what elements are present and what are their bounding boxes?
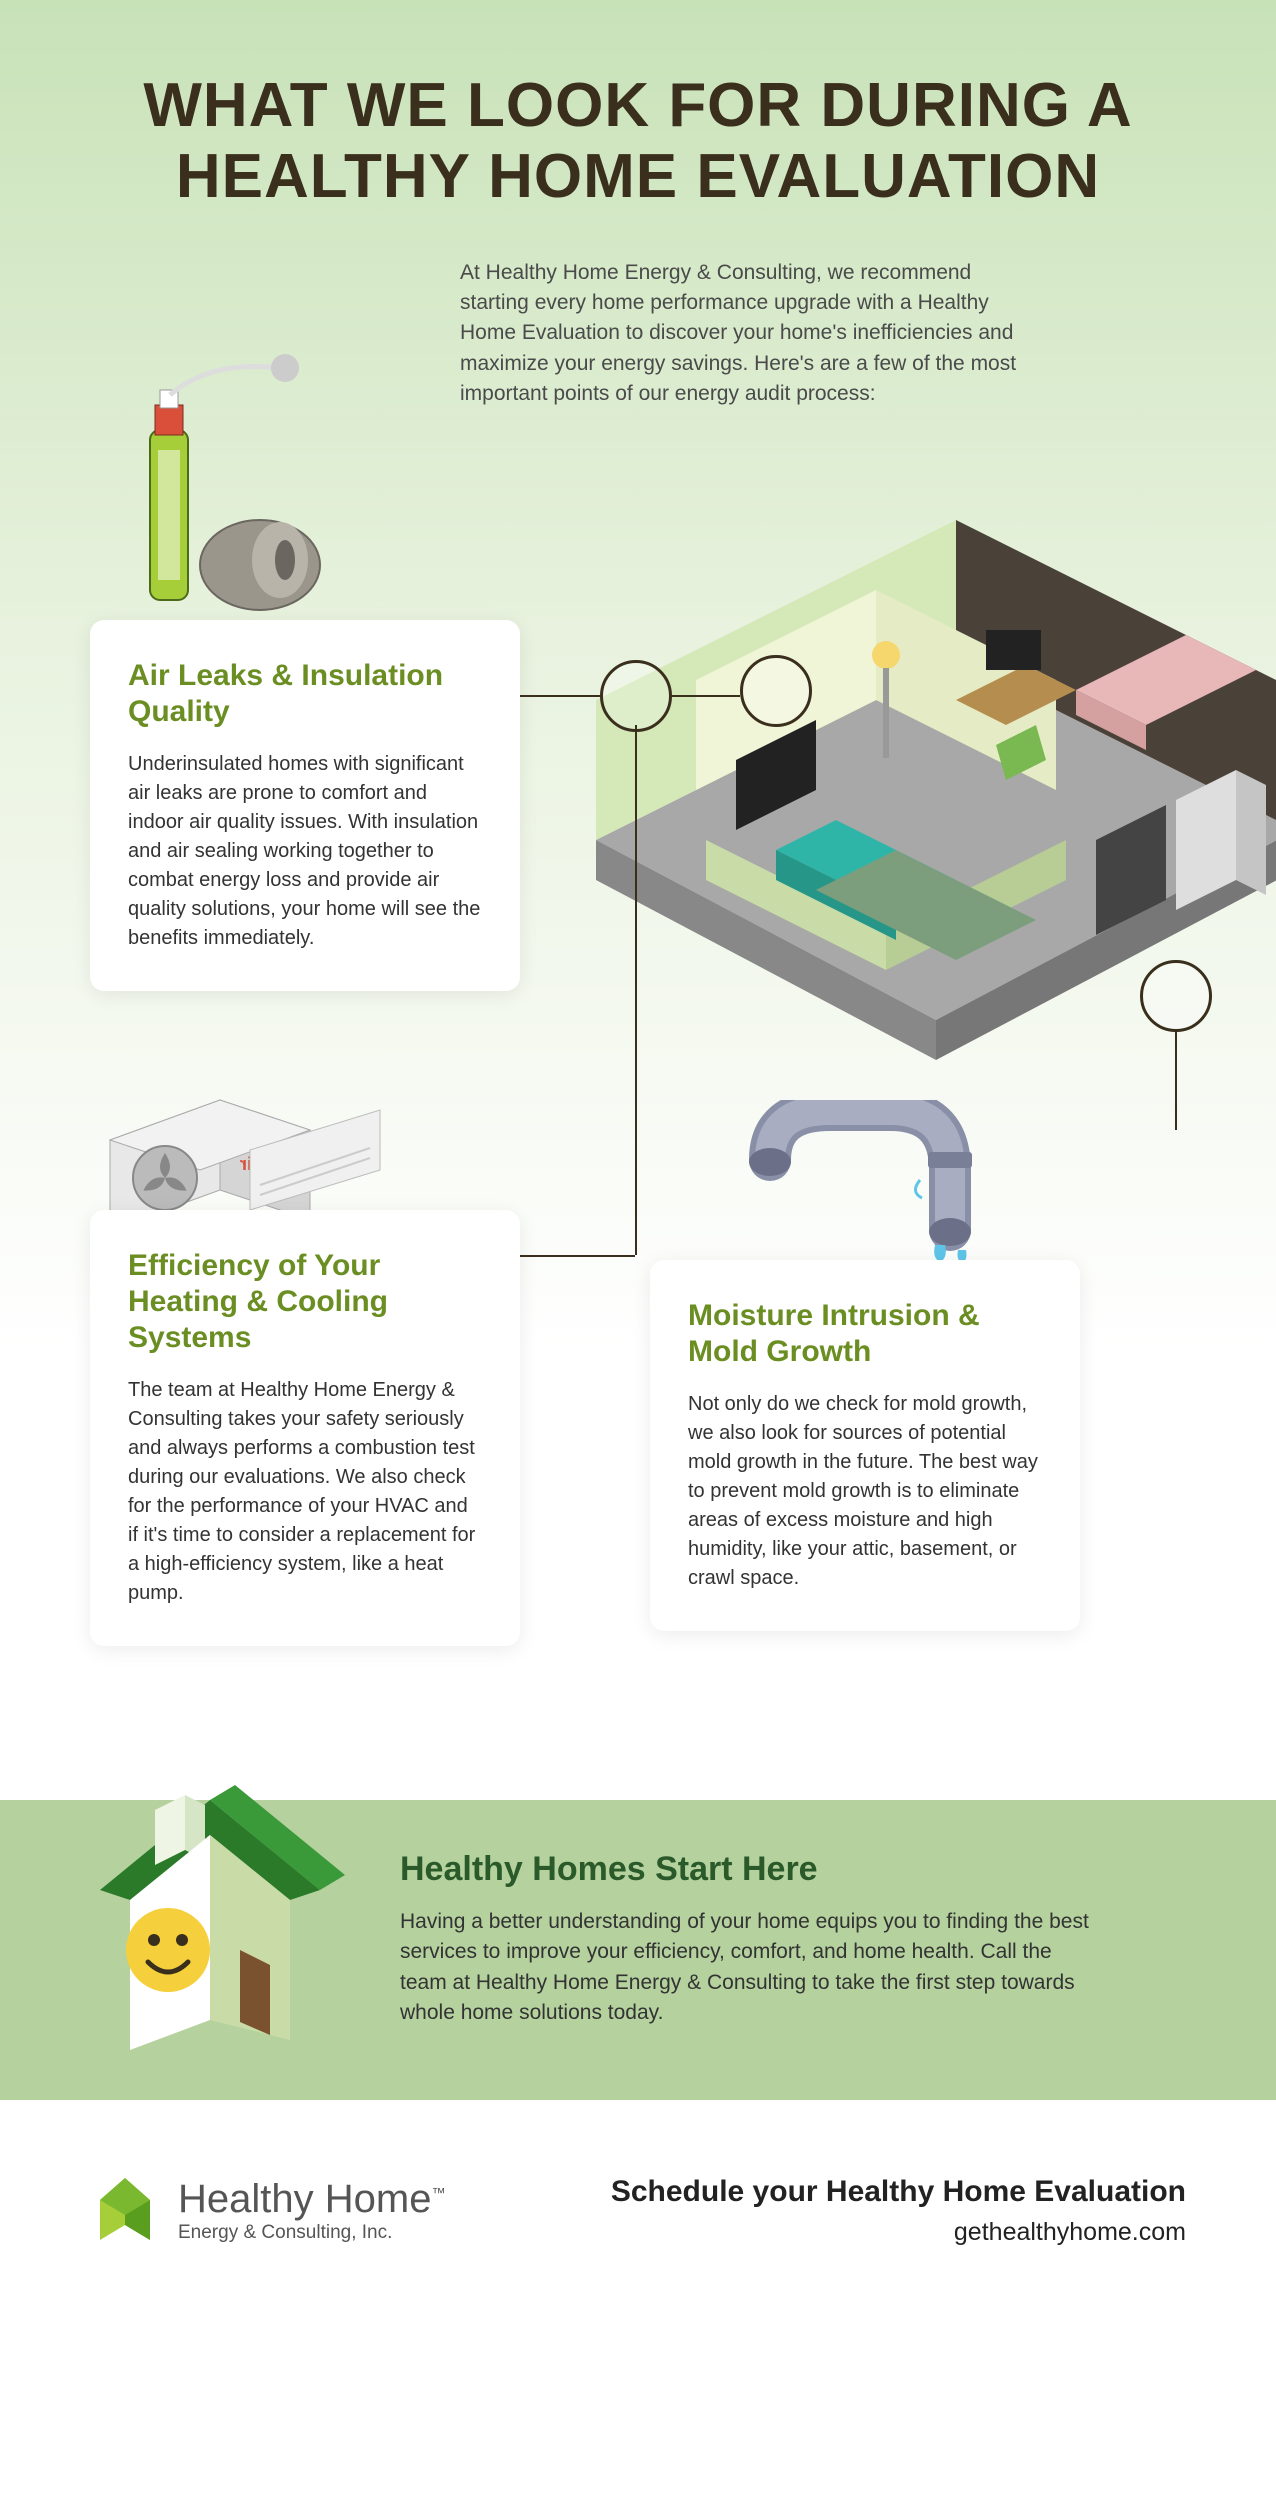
callout-circle xyxy=(1140,960,1212,1032)
connector-line xyxy=(1175,1030,1177,1130)
cta-body: Having a better understanding of your ho… xyxy=(400,1907,1100,2029)
callout-circle xyxy=(740,655,812,727)
connector-line xyxy=(635,725,637,1255)
card-title: Air Leaks & Insulation Quality xyxy=(128,658,482,730)
logo-mark-icon xyxy=(90,2170,160,2250)
intro-paragraph: At Healthy Home Energy & Consulting, we … xyxy=(460,258,1040,410)
hero-section: WHAT WE LOOK FOR DURING A HEALTHY HOME E… xyxy=(0,0,1276,1800)
connector-line xyxy=(670,695,740,697)
website-url: gethealthyhome.com xyxy=(611,2218,1186,2247)
schedule-heading: Schedule your Healthy Home Evaluation xyxy=(611,2174,1186,2210)
cta-strip: Healthy Homes Start Here Having a better… xyxy=(0,1800,1276,2100)
card-moisture-mold: Moisture Intrusion & Mold Growth Not onl… xyxy=(650,1260,1080,1631)
card-hvac-efficiency: Efficiency of Your Heating & Cooling Sys… xyxy=(90,1210,520,1646)
main-title: WHAT WE LOOK FOR DURING A HEALTHY HOME E… xyxy=(80,70,1196,213)
card-title: Moisture Intrusion & Mold Growth xyxy=(688,1298,1042,1370)
card-body: The team at Healthy Home Energy & Consul… xyxy=(128,1376,482,1608)
callout-circle xyxy=(600,660,672,732)
footer: Healthy Home™ Energy & Consulting, Inc. … xyxy=(0,2100,1276,2320)
brand-text: Healthy Home™ Energy & Consulting, Inc. xyxy=(178,2177,445,2244)
cta-title: Healthy Homes Start Here xyxy=(400,1850,1206,1889)
leaky-pipe-icon xyxy=(740,1100,1000,1280)
card-body: Not only do we check for mold growth, we… xyxy=(688,1390,1042,1593)
footer-cta: Schedule your Healthy Home Evaluation ge… xyxy=(611,2174,1186,2247)
connector-line xyxy=(520,1255,635,1257)
card-body: Underinsulated homes with significant ai… xyxy=(128,750,482,953)
spray-foam-icon xyxy=(130,350,330,620)
connector-line xyxy=(520,695,600,697)
hvac-icon: Air xyxy=(100,1070,400,1230)
trademark: ™ xyxy=(431,2184,445,2200)
brand-name: Healthy Home xyxy=(178,2177,431,2221)
brand-logo: Healthy Home™ Energy & Consulting, Inc. xyxy=(90,2170,445,2250)
smiley-house-icon xyxy=(60,1740,360,2060)
brand-subtitle: Energy & Consulting, Inc. xyxy=(178,2222,445,2244)
card-title: Efficiency of Your Heating & Cooling Sys… xyxy=(128,1248,482,1356)
card-air-leaks: Air Leaks & Insulation Quality Underinsu… xyxy=(90,620,520,991)
